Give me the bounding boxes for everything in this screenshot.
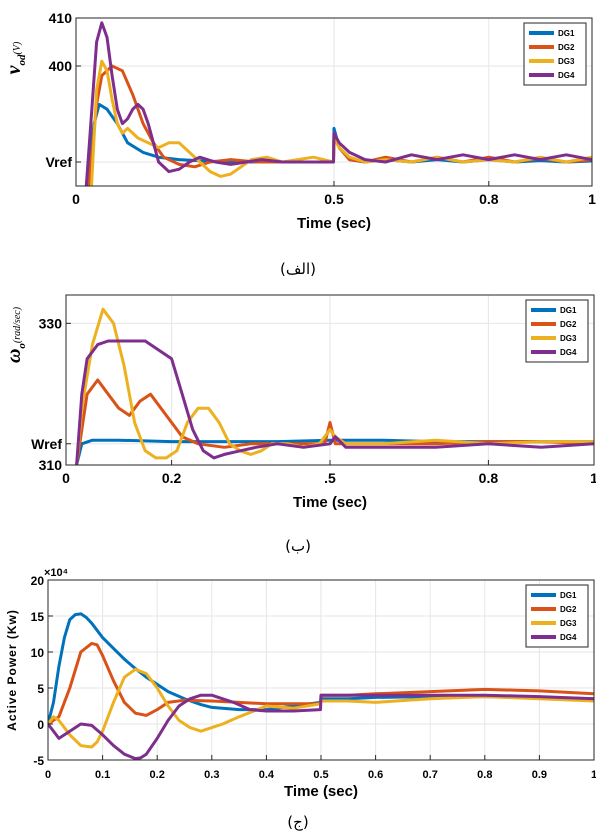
legend-label-dg4: DG4 [558, 71, 575, 80]
y-axis-symbol: ω [3, 349, 25, 363]
series-line-dg3 [48, 667, 594, 749]
x-tick-label: 0.9 [532, 769, 547, 781]
x-axis-label: Time (sec) [293, 494, 367, 511]
series-line-dg2 [75, 378, 594, 465]
x-tick-label: 0.4 [259, 769, 275, 781]
x-tick-label: .5 [324, 470, 336, 486]
y-tick-label: 10 [31, 646, 45, 660]
x-tick-label: 0.3 [204, 769, 219, 781]
chart-caption-c: (ج) [287, 813, 309, 831]
legend-label-dg1: DG1 [560, 591, 577, 600]
y-tick-label: 310 [39, 457, 63, 473]
series-line-dg3 [90, 59, 592, 186]
y-tick-label: 0 [37, 718, 44, 732]
y-tick-label: -5 [33, 754, 44, 768]
y-tick-label: Vref [46, 154, 73, 170]
chart-caption-a: (الف) [280, 260, 316, 278]
y-axis-label: vod(V) [3, 41, 28, 74]
series-group [75, 307, 594, 465]
y-tick-label: 400 [49, 58, 73, 74]
x-tick-label: 0.7 [423, 769, 438, 781]
y-tick-label: 330 [39, 315, 63, 331]
chart-panel-a: 0 0.5 0.8 1 410 400 Vref Time (sec) vod(V) DG1 DG2… [0, 0, 596, 270]
legend-label-dg3: DG3 [558, 57, 575, 66]
x-axis-label: Time (sec) [297, 215, 371, 232]
x-tick-label: 0.8 [477, 769, 492, 781]
series-line-dg4 [75, 339, 594, 465]
y-tick-label: 20 [31, 574, 45, 588]
chart-caption-b: (ب) [285, 537, 311, 555]
series-line-dg1 [48, 612, 594, 726]
chart-panel-c: 0 0.1 0.2 0.3 0.4 0.5 0.6 0.7 0.8 0.9 1 20 15 10 5 0 -5 T… [0, 562, 596, 817]
legend-label-dg1: DG1 [558, 29, 575, 38]
x-tick-label: 0.2 [162, 470, 182, 486]
series-line-dg4 [48, 693, 594, 760]
y-axis-exponent: ×10⁴ [44, 567, 68, 579]
x-tick-label: 0.5 [313, 769, 328, 781]
legend-label-dg2: DG2 [560, 605, 577, 614]
legend-label-dg4: DG4 [560, 633, 577, 642]
x-tick-label: 1 [590, 470, 596, 486]
y-tick-label: 5 [37, 682, 44, 696]
legend-label-dg2: DG2 [558, 43, 575, 52]
y-axis-label: Active Power (Kw) [5, 609, 19, 731]
y-axis-symbol: v [3, 64, 25, 74]
chart-panel-b: 0 0.2 .5 0.8 1 330 Wref 310 Time (sec) ωo(rad/sec… [0, 285, 596, 540]
chart-b-svg: 0 0.2 .5 0.8 1 330 Wref 310 Time (sec) ωo(rad/sec… [3, 294, 596, 511]
chart-c-svg: 0 0.1 0.2 0.3 0.4 0.5 0.6 0.7 0.8 0.9 120151050-5T… [5, 567, 596, 800]
y-axis-unit: (V) [12, 41, 23, 54]
legend-label-dg2: DG2 [560, 320, 577, 329]
x-tick-label: 1 [588, 191, 596, 207]
x-tick-label: 1 [591, 769, 596, 781]
y-axis-label: ωo(rad/sec) [3, 306, 28, 363]
legend-label-dg3: DG3 [560, 334, 577, 343]
chart-a-svg: 0 0.5 0.8 1 410 400 Vref Time (sec) vod(V) DG1 DG2… [3, 10, 596, 232]
y-tick-label: 15 [31, 610, 45, 624]
x-tick-label: 0 [62, 470, 70, 486]
y-tick-label: Wref [31, 436, 62, 452]
legend-label-dg4: DG4 [560, 348, 577, 357]
series-line-dg3 [75, 307, 594, 465]
legend-label-dg1: DG1 [560, 306, 577, 315]
x-tick-label: 0.5 [324, 191, 344, 207]
series-line-dg4 [84, 21, 592, 186]
x-tick-label: 0.6 [368, 769, 383, 781]
x-tick-label: 0.8 [479, 191, 499, 207]
y-axis-subscript: od [16, 54, 28, 66]
x-tick-label: 0.1 [95, 769, 110, 781]
series-group [48, 612, 594, 760]
series-group [84, 21, 592, 186]
y-tick-label: 410 [49, 10, 73, 26]
x-tick-label: 0.2 [150, 769, 165, 781]
x-tick-label: 0.8 [479, 470, 499, 486]
y-axis-subscript: o [16, 343, 28, 349]
legend-label-dg3: DG3 [560, 619, 577, 628]
x-tick-label: 0 [72, 191, 80, 207]
y-axis-unit: (rad/sec) [12, 306, 23, 343]
x-tick-label: 0 [45, 769, 51, 781]
x-axis-label: Time (sec) [284, 783, 358, 800]
